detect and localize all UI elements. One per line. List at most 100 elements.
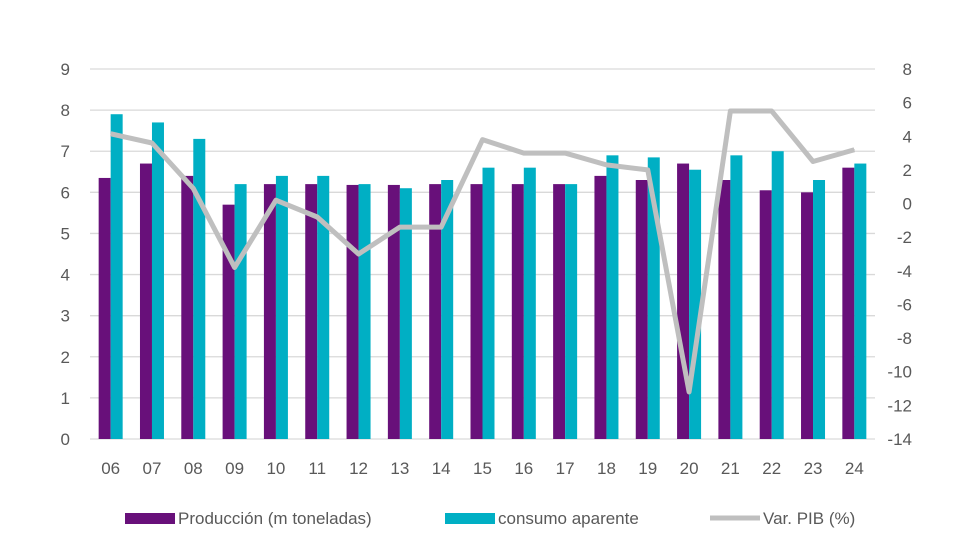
line-point: [729, 110, 731, 112]
y-right-tick-label: -4: [897, 262, 912, 281]
bar-produccion: [98, 177, 111, 439]
y-right-tick-label: 6: [903, 94, 912, 113]
bar-consumo: [771, 151, 784, 439]
x-tick-label: 21: [721, 459, 740, 478]
line-point: [110, 133, 112, 135]
bar-consumo: [565, 184, 578, 439]
bar-produccion: [635, 180, 648, 439]
bar-produccion: [263, 184, 276, 439]
legend-label: Var. PIB (%): [763, 509, 855, 528]
bar-produccion: [346, 184, 359, 439]
bar-consumo: [441, 180, 454, 439]
y-right-tick-label: 2: [903, 161, 912, 180]
legend-label: Producción (m toneladas): [178, 509, 372, 528]
line-point: [523, 152, 525, 154]
y-left-tick-label: 7: [61, 142, 70, 161]
bar-consumo: [854, 163, 867, 440]
bar-consumo: [193, 138, 206, 439]
line-point: [771, 110, 773, 112]
y-left-tick-label: 4: [61, 266, 70, 285]
line-point: [275, 199, 277, 201]
line-point: [812, 161, 814, 162]
x-tick-label: 07: [143, 459, 162, 478]
y-left-tick-label: 5: [61, 224, 70, 243]
line-point: [647, 169, 649, 171]
line-point: [688, 391, 690, 393]
y-left-tick-label: 6: [61, 183, 70, 202]
x-tick-label: 11: [308, 459, 326, 478]
x-tick-label: 20: [680, 459, 699, 478]
bar-consumo: [110, 114, 123, 439]
y-right-tick-label: -8: [897, 329, 912, 348]
bar-consumo: [730, 155, 743, 440]
bar-consumo: [482, 167, 495, 439]
line-point: [358, 253, 360, 255]
bar-produccion: [759, 190, 772, 439]
bar-produccion: [387, 184, 400, 439]
bar-consumo: [813, 180, 826, 439]
bar-produccion: [429, 184, 442, 439]
bar-consumo: [523, 167, 536, 439]
line-point: [564, 152, 566, 154]
bar-produccion: [718, 180, 731, 439]
x-tick-label: 10: [266, 459, 285, 478]
x-tick-label: 19: [638, 459, 657, 478]
x-tick-label: 09: [225, 459, 244, 478]
y-right-tick-label: -6: [897, 295, 912, 314]
legend-label: consumo aparente: [498, 509, 639, 528]
bar-consumo: [151, 122, 164, 439]
y-left-tick-label: 2: [61, 348, 70, 367]
bar-consumo: [358, 184, 371, 439]
legend-swatch: [445, 513, 495, 524]
bar-produccion: [181, 175, 194, 439]
y-right-tick-label: -12: [887, 396, 912, 415]
x-tick-label: 24: [845, 459, 864, 478]
x-tick-label: 14: [432, 459, 451, 478]
bar-consumo: [399, 188, 412, 439]
x-tick-label: 08: [184, 459, 203, 478]
y-left-tick-label: 3: [61, 307, 70, 326]
bar-consumo: [234, 184, 247, 439]
line-point: [399, 226, 401, 228]
y-right-tick-label: 0: [903, 195, 912, 214]
line-point: [440, 226, 442, 228]
x-tick-label: 15: [473, 459, 492, 478]
line-point: [482, 139, 483, 141]
x-tick-label: 16: [514, 459, 533, 478]
bar-produccion: [470, 184, 483, 439]
line-point: [192, 187, 194, 189]
x-tick-label: 22: [762, 459, 781, 478]
x-tick-label: 13: [390, 459, 409, 478]
bar-produccion: [801, 192, 814, 439]
line-point: [234, 266, 236, 268]
bar-produccion: [139, 163, 152, 440]
bar-produccion: [305, 184, 318, 439]
x-tick-label: 23: [804, 459, 823, 478]
bar-consumo: [317, 175, 330, 439]
bar-produccion: [511, 184, 524, 439]
y-left-tick-label: 1: [61, 389, 70, 408]
bar-produccion: [842, 167, 855, 439]
y-right-tick-label: -2: [897, 228, 912, 247]
bar-produccion: [594, 175, 607, 439]
legend-swatch: [125, 513, 175, 524]
bar-produccion: [677, 163, 690, 440]
bar-consumo: [606, 155, 619, 440]
y-right-tick-label: 8: [903, 60, 912, 79]
bar-produccion: [553, 184, 566, 439]
y-right-tick-label: 4: [903, 127, 912, 146]
x-tick-label: 18: [597, 459, 616, 478]
y-right-tick-label: -14: [887, 430, 912, 449]
line-point: [605, 164, 607, 166]
y-left-tick-label: 8: [61, 101, 70, 120]
y-right-tick-label: -10: [887, 363, 912, 382]
bar-consumo: [275, 175, 288, 439]
line-point: [316, 216, 318, 218]
bar-consumo: [689, 169, 702, 439]
bar-produccion: [222, 204, 235, 439]
y-left-tick-label: 0: [61, 430, 70, 449]
x-tick-label: 06: [101, 459, 120, 478]
x-tick-label: 17: [556, 459, 575, 478]
